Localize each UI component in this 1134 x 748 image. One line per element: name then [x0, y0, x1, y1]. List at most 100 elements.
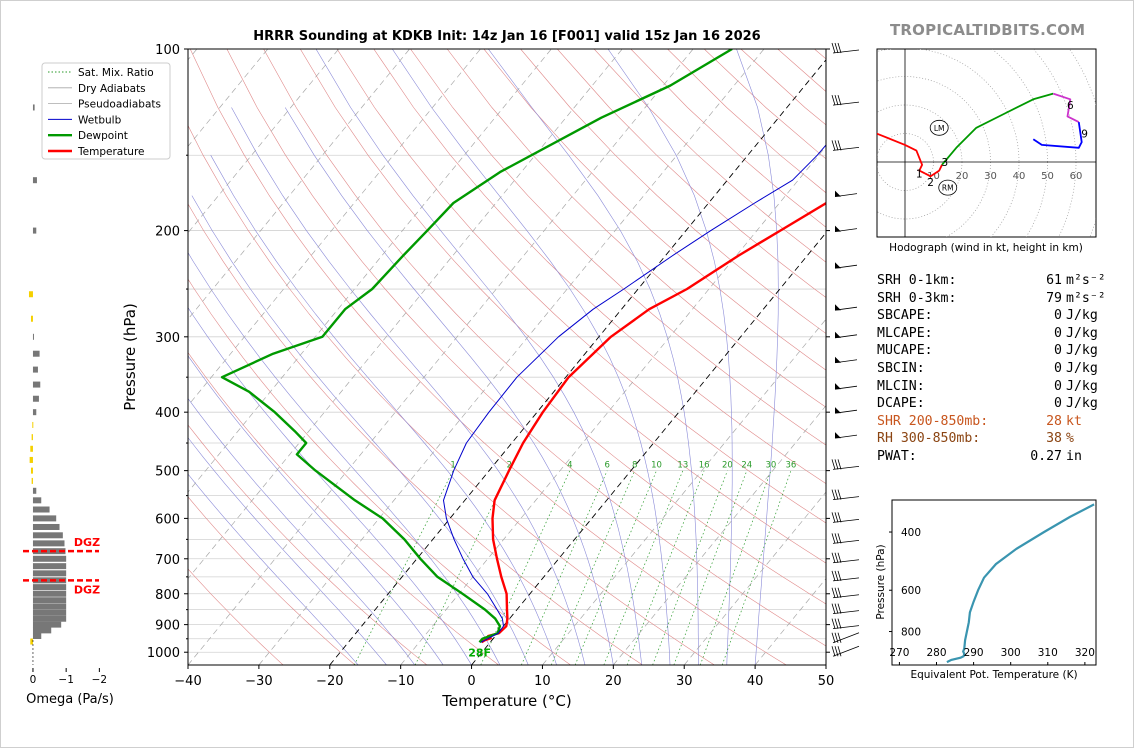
pseudoadiabat-line	[188, 307, 472, 665]
hodograph-segment	[1052, 92, 1080, 123]
wind-barb-flag	[831, 533, 836, 544]
pseudoadiabat-line	[188, 355, 444, 665]
wind-barb-staff	[834, 334, 858, 339]
wind-barb-flag	[834, 618, 839, 629]
omega-bar	[30, 467, 33, 474]
index-value: 0	[1054, 396, 1062, 412]
wind-barb-staff	[832, 539, 860, 544]
y-tick-label: 1000	[147, 646, 180, 661]
isotherm-line	[188, 49, 694, 665]
isotherm-line	[542, 318, 826, 665]
isotherm-line	[400, 145, 826, 665]
legend-label: Dry Adiabats	[78, 83, 146, 95]
mixing-ratio-label: 20	[722, 461, 733, 471]
index-label: MLCIN:	[877, 378, 925, 394]
hodograph-segment	[941, 92, 1054, 166]
theta-e-y-tick-label: 600	[901, 585, 921, 597]
mixing-ratio-label: 36	[785, 461, 796, 471]
omega-bar	[32, 609, 67, 616]
hodograph-segment	[877, 132, 926, 175]
hodograph-caption: Hodograph (wind in kt, height in km)	[889, 242, 1083, 254]
omega-bar	[28, 291, 33, 298]
omega-bar	[32, 590, 67, 597]
hodograph-ring-label: 20	[956, 171, 969, 182]
hodograph-panel: 10 20 30 40 50 60 123 6 9 LM RM	[876, 48, 1097, 238]
dry-adiabat-line	[188, 124, 715, 665]
wind-barb-pennant	[835, 225, 841, 232]
index-value: 0	[1054, 360, 1062, 376]
index-row: SHR 200-850mb: 28 kt	[877, 413, 1106, 431]
wind-barb-flag	[831, 570, 836, 581]
x-tick-label: −30	[245, 674, 272, 689]
wind-barb-flag	[831, 94, 836, 106]
mixing-ratio-label: 24	[741, 461, 752, 471]
dry-adiabat-line	[410, 49, 826, 446]
hodograph-height-label: 1	[916, 168, 923, 180]
pseudoadiabat-line	[188, 252, 501, 665]
skewt-xlabel: Temperature (°C)	[441, 692, 571, 710]
wind-barb-flag	[837, 603, 842, 614]
pseudoadiabat-line	[736, 49, 779, 665]
theta-e-x-tick-label: 300	[1001, 647, 1021, 659]
wind-barb-flag	[831, 140, 836, 151]
omega-x-tick-label: 0	[30, 674, 37, 686]
mixing-ratio-label: 4	[567, 461, 572, 471]
omega-bar	[32, 577, 67, 584]
omega-bar	[32, 597, 67, 604]
theta-e-x-tick-label: 280	[926, 647, 946, 659]
index-unit: in	[1066, 448, 1082, 464]
skewt-legend: Sat. Mix. Ratio Dry Adiabats Pseudoadiabat…	[41, 62, 171, 160]
isotherm-line	[188, 49, 410, 320]
omega-bar	[32, 627, 52, 634]
omega-bar	[32, 497, 42, 504]
index-unit: J/kg	[1066, 396, 1098, 412]
mixing-ratio-label: 8	[632, 461, 637, 471]
hodograph-height-label: 2	[927, 177, 934, 189]
pseudoadiabat-line	[191, 195, 529, 665]
hodograph-ring-label: 10	[927, 171, 940, 182]
dry-adiabat-line	[300, 49, 826, 564]
wind-barb-staff	[834, 409, 858, 414]
index-unit: %	[1066, 431, 1074, 447]
wind-barb-flag	[831, 552, 836, 563]
omega-bar	[32, 548, 66, 555]
surface-temp-label: 28F	[468, 646, 491, 659]
wind-barb-pennant	[835, 407, 841, 414]
pseudoadiabat-line	[315, 49, 642, 665]
isotherm-line	[471, 232, 826, 665]
index-unit: J/kg	[1066, 308, 1098, 324]
hodograph-ring-label: 30	[984, 171, 997, 182]
wind-barb-flag	[831, 42, 836, 54]
index-unit: J/kg	[1066, 378, 1098, 394]
pseudoadiabat-line	[210, 155, 557, 665]
isotherm-line	[188, 49, 552, 493]
index-row: SBCIN: 0 J/kg	[877, 360, 1106, 378]
wind-barb-flag	[837, 533, 842, 544]
wind-barb-flag	[831, 459, 836, 470]
wind-barb-flag	[837, 42, 842, 54]
omega-bar	[32, 615, 67, 622]
theta-e-line	[946, 503, 1095, 664]
index-row: SRH 0-3km: 79 m²s⁻²	[877, 290, 1106, 308]
wind-barb-flag	[834, 459, 839, 470]
omega-bar	[32, 177, 37, 184]
wind-barb-flag	[837, 646, 842, 657]
index-label: MUCAPE:	[877, 343, 933, 359]
wind-barb-staff	[834, 434, 858, 439]
omega-bar	[32, 409, 37, 416]
wind-barb-staff	[832, 465, 860, 470]
mixing-ratio-line	[626, 470, 705, 665]
wind-barb-flag	[834, 489, 839, 500]
index-value: 0	[1054, 343, 1062, 359]
index-row: DCAPE: 0 J/kg	[877, 395, 1106, 413]
wind-barb-staff	[832, 610, 860, 615]
wind-barb-flag	[834, 646, 839, 657]
omega-panel: DGZ DGZ 0 −1 −2	[23, 104, 107, 686]
storm-motion-marker	[938, 179, 958, 196]
wind-barb-staff	[832, 518, 860, 523]
wind-barb-flag	[831, 632, 836, 643]
index-value: 79	[1046, 290, 1062, 306]
wind-barb-flag	[837, 459, 842, 470]
y-tick-label: 100	[155, 43, 180, 58]
omega-bar	[30, 638, 33, 645]
